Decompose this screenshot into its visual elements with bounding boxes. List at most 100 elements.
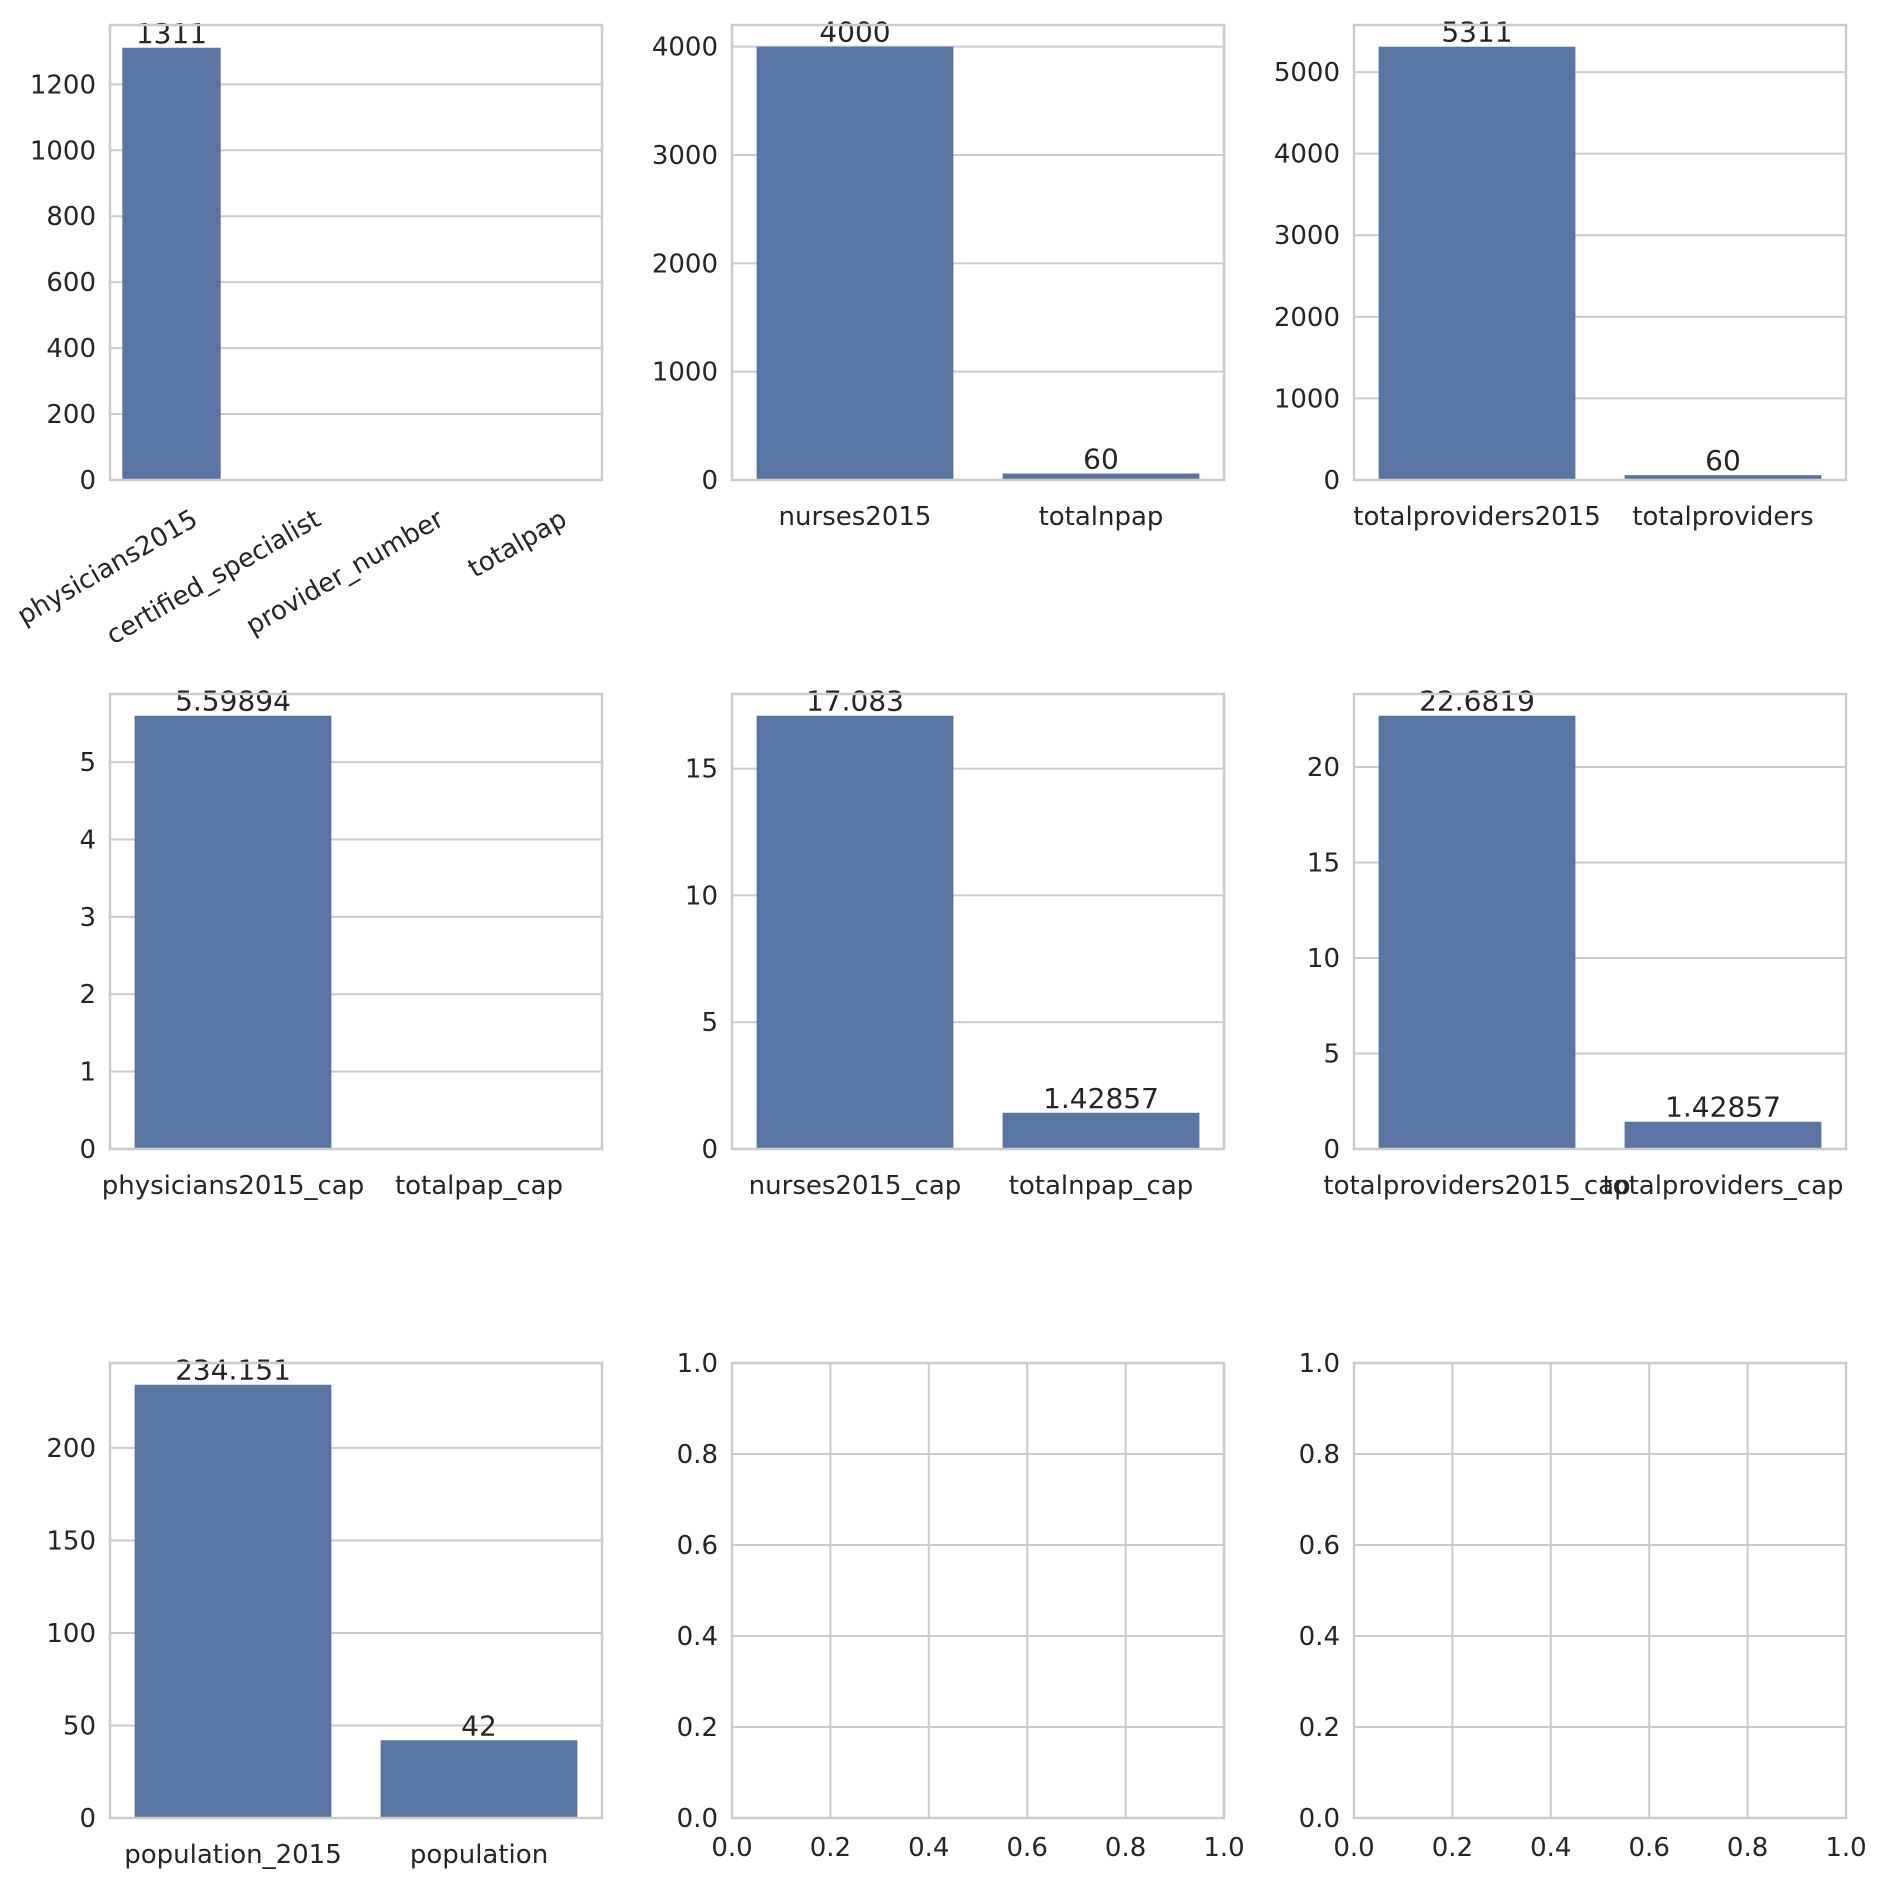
y-tick-label: 0.6 [677, 1531, 718, 1561]
axes-frame [108, 1361, 604, 1820]
x-tick-label: nurses2015 [779, 502, 932, 532]
bar-value-label: 60 [1083, 443, 1119, 476]
x-tick-label: totalpap_cap [395, 1171, 563, 1201]
y-tick-label: 0.2 [677, 1713, 718, 1743]
x-tick-label: 0.6 [1629, 1833, 1670, 1863]
y-tick-label: 1000 [30, 136, 96, 166]
y-tick-label: 3000 [652, 141, 718, 171]
y-tick-label: 800 [46, 202, 96, 232]
bar [756, 715, 954, 1149]
axes-frame [730, 1361, 1226, 1820]
x-tick-label: totalproviders [1632, 502, 1813, 532]
y-tick-label: 2000 [1274, 303, 1340, 333]
bar [1002, 1112, 1200, 1149]
bar [1624, 1121, 1822, 1149]
y-tick-label: 0 [701, 466, 718, 496]
y-tick-label: 150 [46, 1526, 96, 1556]
subplot-6: 0 5 10 15 20 22.6819 totalproviders2015_cap 1.4… [1307, 685, 1848, 1201]
x-tick-label: 0.4 [1530, 1833, 1571, 1863]
y-tick-label: 15 [685, 755, 718, 785]
axes-frame [1352, 1361, 1848, 1820]
x-tick-label: totalproviders_cap [1602, 1171, 1843, 1201]
bar [1002, 473, 1200, 480]
y-tick-label: 4 [79, 825, 96, 855]
x-tick-label: totalproviders2015_cap [1323, 1171, 1630, 1201]
bar [1624, 475, 1822, 480]
x-tick-label: 0.0 [711, 1833, 752, 1863]
axes-frame [730, 23, 1226, 482]
y-tick-label: 600 [46, 268, 96, 298]
y-tick-label: 0 [79, 466, 96, 496]
y-tick-label: 0 [79, 1135, 96, 1165]
y-tick-label: 5000 [1274, 58, 1340, 88]
axes-frame [1352, 692, 1848, 1151]
subplot-7: 0 50 100 150 200 234.151 population_2015 42 popu… [46, 1354, 604, 1870]
x-tick-label: nurses2015_cap [749, 1171, 962, 1201]
subplot-5: 0 5 10 15 17.083 nurses2015_cap 1.42857 totalnp… [685, 685, 1226, 1201]
bar-value-label: 1.42857 [1043, 1082, 1159, 1115]
axes-frame [108, 692, 604, 1151]
x-tick-label: 0.4 [908, 1833, 949, 1863]
y-tick-label: 3 [79, 903, 96, 933]
subplot-1: 0200400600800100012001311physicians2015c… [12, 17, 604, 651]
subplot-4: 0 1 2 3 4 5 5.59894 physicians2015_cap totalpap_… [79, 685, 604, 1201]
y-tick-label: 10 [685, 881, 718, 911]
y-tick-label: 1 [79, 1058, 96, 1088]
x-tick-label: totalnpap [1039, 502, 1164, 532]
bar-value-label: 60 [1705, 444, 1741, 477]
y-tick-label: 3000 [1274, 221, 1340, 251]
x-tick-label: 1.0 [1825, 1833, 1866, 1863]
y-tick-label: 1200 [30, 70, 96, 100]
x-tick-label: 0.2 [810, 1833, 851, 1863]
x-tick-label: certified_specialist [101, 504, 326, 651]
x-tick-label: totalpap [463, 504, 572, 584]
bar [122, 47, 221, 480]
y-tick-label: 4000 [1274, 140, 1340, 170]
y-tick-label: 0.0 [677, 1804, 718, 1834]
subplot-9: 0.0 0.2 0.4 0.6 0.8 1.0 0.0 0.2 0.4 0.6 0.8 1.0 [1299, 1349, 1867, 1863]
y-tick-label: 0.6 [1299, 1531, 1340, 1561]
x-tick-label: totalproviders2015 [1353, 502, 1601, 532]
y-tick-label: 0 [1323, 1135, 1340, 1165]
bar [380, 1740, 578, 1818]
x-tick-label: provider_number [241, 504, 449, 642]
y-tick-label: 200 [46, 400, 96, 430]
y-tick-label: 5 [79, 748, 96, 778]
y-tick-label: 0 [701, 1135, 718, 1165]
axes-frame [108, 23, 604, 482]
bar [1378, 715, 1576, 1149]
y-tick-label: 5 [1323, 1039, 1340, 1069]
x-tick-label: 0.8 [1727, 1833, 1768, 1863]
x-tick-label: 0.2 [1432, 1833, 1473, 1863]
y-tick-label: 0 [79, 1804, 96, 1834]
bar-value-label: 1311 [136, 17, 207, 50]
bar [134, 715, 332, 1149]
y-tick-label: 0.4 [1299, 1622, 1340, 1652]
bar-value-label: 5.59894 [175, 685, 291, 718]
bar-value-label: 42 [461, 1709, 497, 1742]
y-tick-label: 4000 [652, 33, 718, 63]
y-tick-label: 1000 [652, 358, 718, 388]
y-tick-label: 20 [1307, 753, 1340, 783]
bar-value-label: 234.151 [175, 1354, 291, 1387]
y-tick-label: 2 [79, 980, 96, 1010]
bar-value-label: 22.6819 [1419, 685, 1535, 718]
x-tick-label: population_2015 [124, 1840, 342, 1870]
x-tick-label: 0.0 [1333, 1833, 1374, 1863]
x-tick-label: 1.0 [1203, 1833, 1244, 1863]
y-tick-label: 1.0 [677, 1349, 718, 1379]
y-tick-label: 400 [46, 334, 96, 364]
y-tick-label: 100 [46, 1619, 96, 1649]
x-tick-label: physicians2015_cap [102, 1171, 365, 1201]
bar-value-label: 1.42857 [1665, 1091, 1781, 1124]
y-tick-label: 0.8 [1299, 1440, 1340, 1470]
x-tick-label: population [410, 1840, 548, 1870]
axes-frame [1352, 23, 1848, 482]
y-tick-label: 50 [63, 1711, 96, 1741]
x-tick-label: 0.8 [1105, 1833, 1146, 1863]
x-tick-label: 0.6 [1007, 1833, 1048, 1863]
bar [756, 46, 954, 481]
subplot-2: 0 1000 2000 3000 4000 4000 nurses2015 60 totalnp… [652, 16, 1226, 532]
x-tick-label: totalnpap_cap [1009, 1171, 1194, 1201]
y-tick-label: 0.8 [677, 1440, 718, 1470]
